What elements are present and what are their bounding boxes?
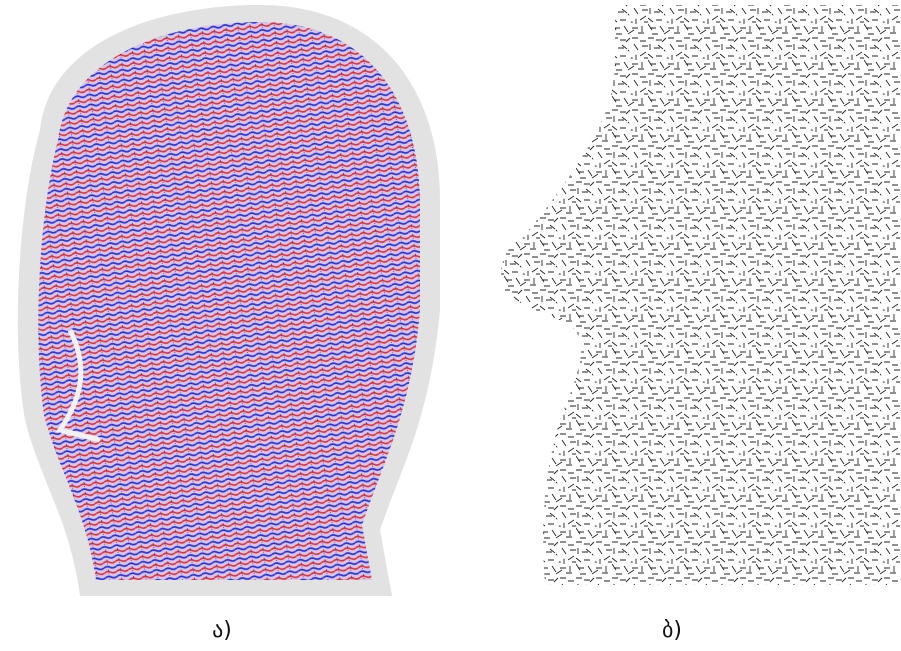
panel-label: ბ) [662, 618, 682, 643]
panel-label: ა) [212, 618, 232, 643]
head-image [17, 5, 441, 596]
head-surface [38, 22, 421, 580]
profile-image [501, 5, 900, 585]
profile-surface [501, 5, 900, 585]
head-highlight [55, 328, 101, 443]
